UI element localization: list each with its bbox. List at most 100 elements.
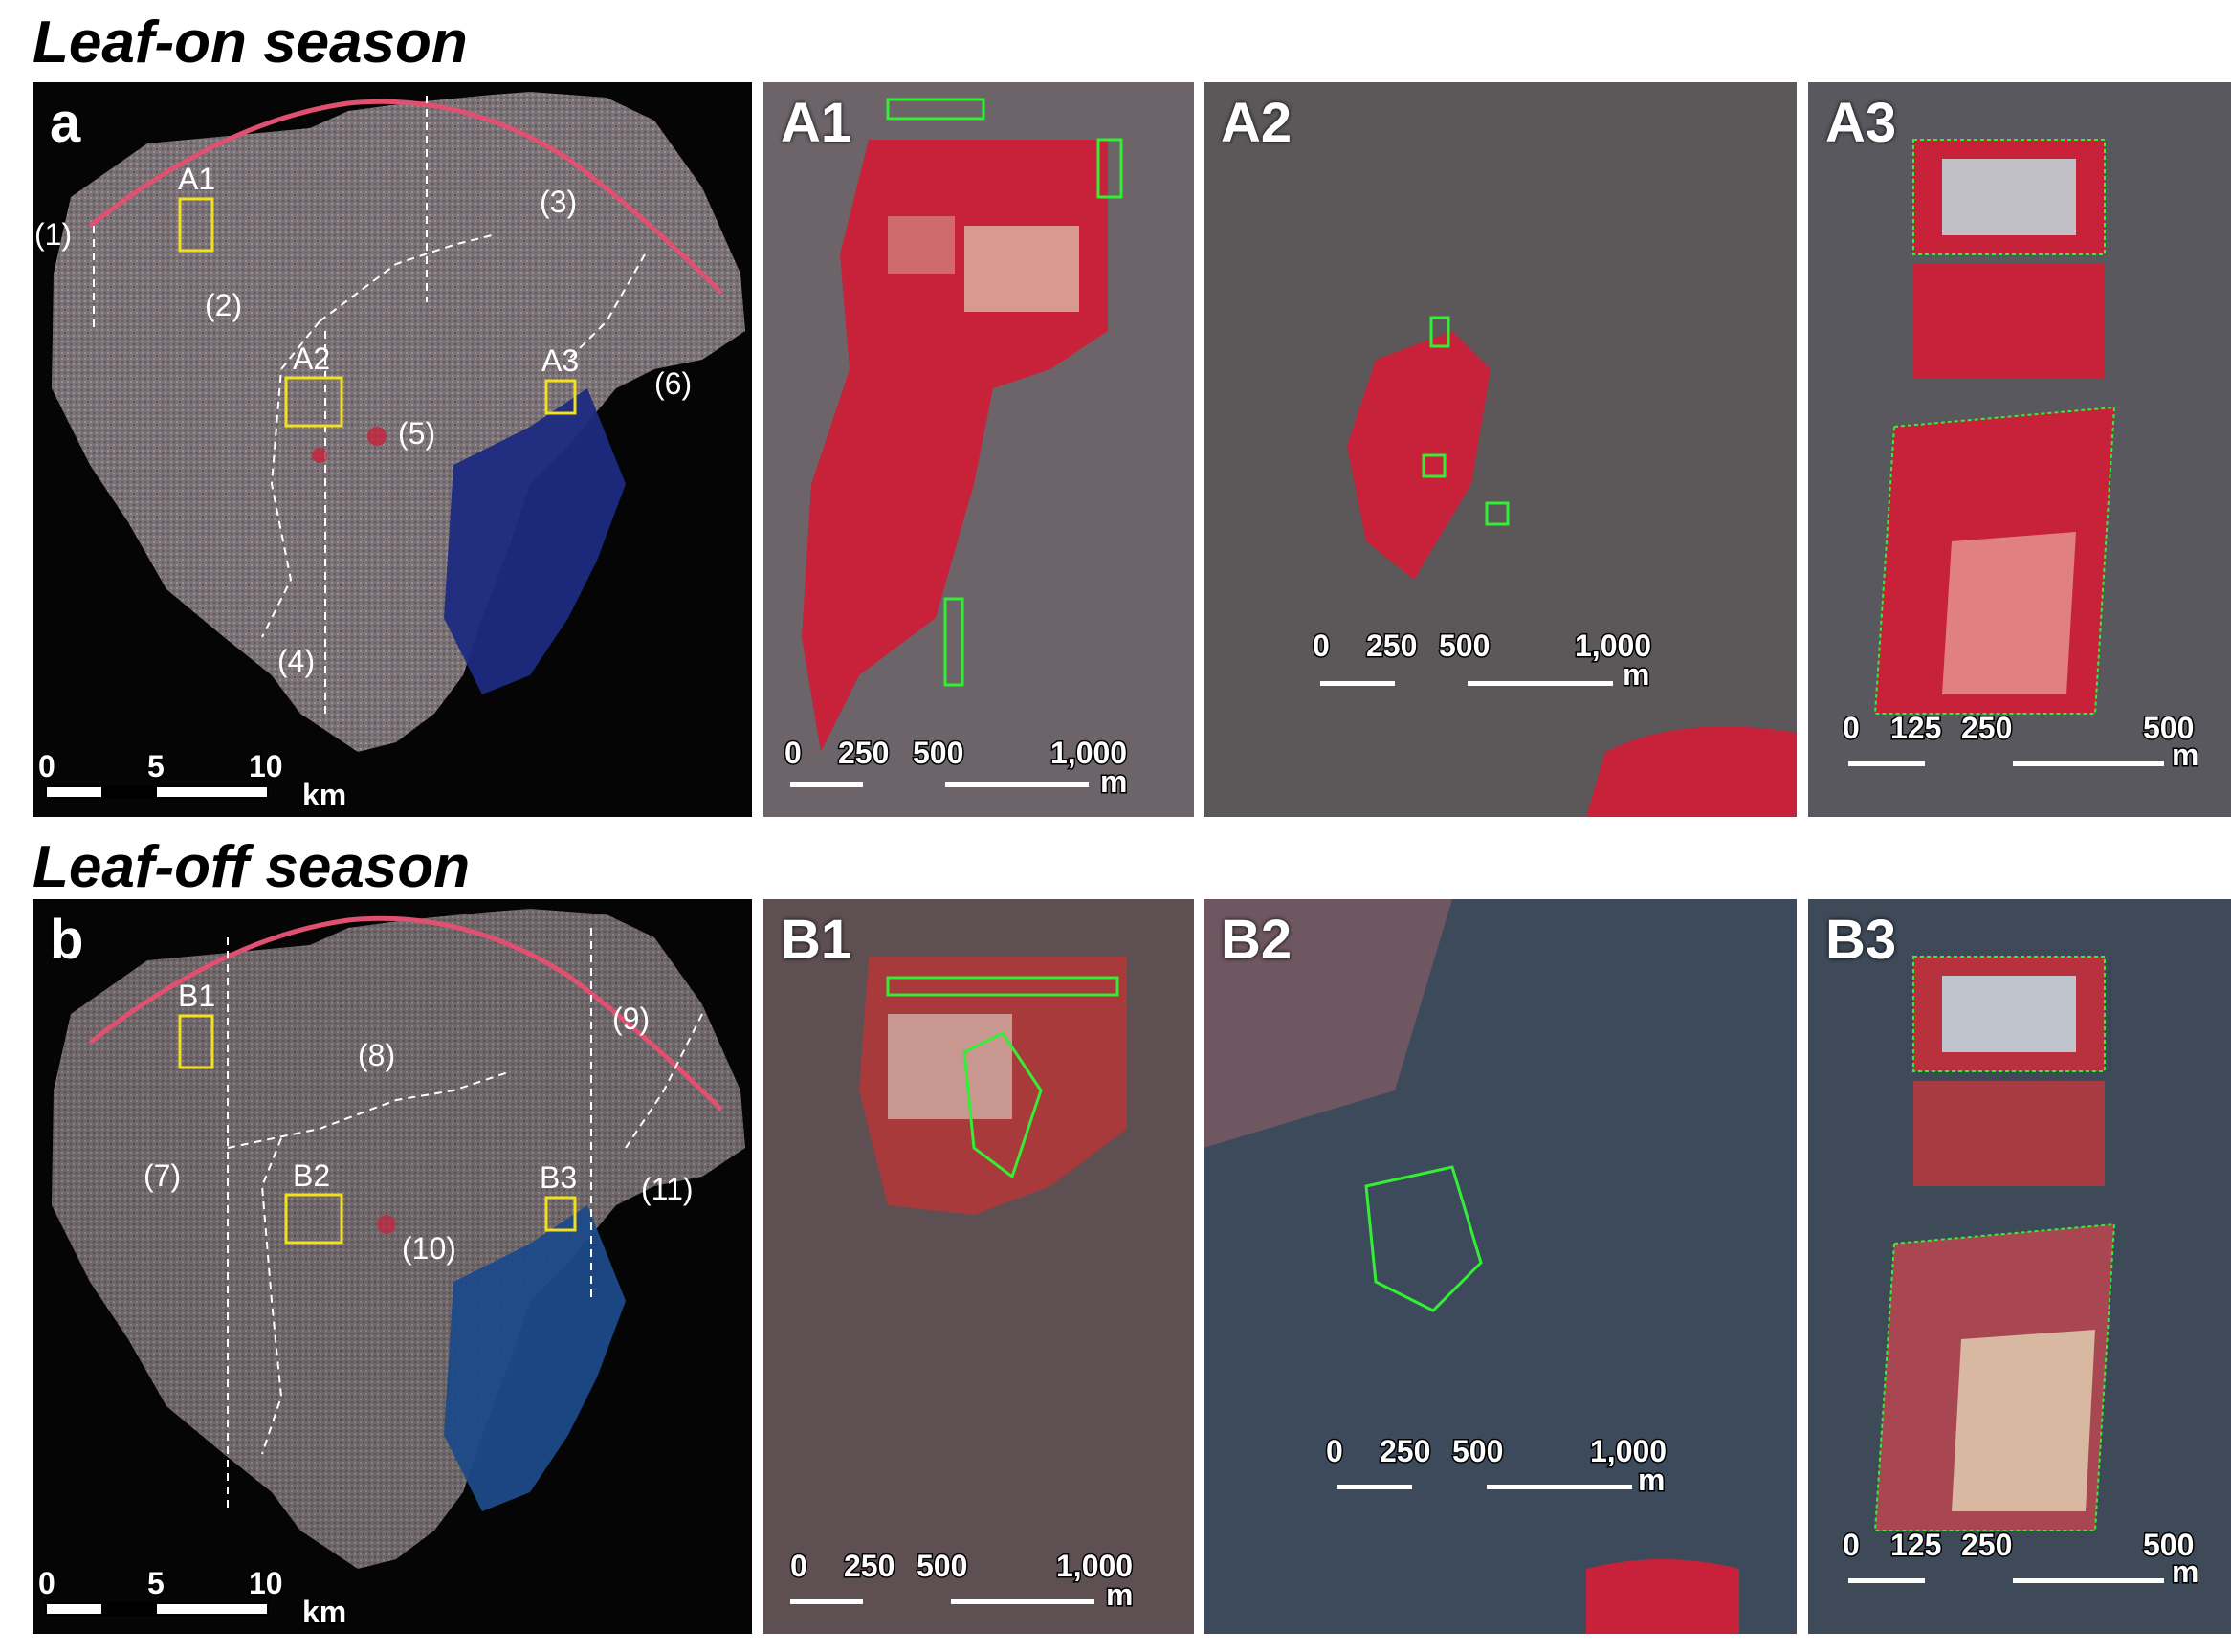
scale-tick-label: 0 [784,736,802,770]
panel-label-a1: A1 [781,92,852,154]
highlight-box-a2 [284,376,343,428]
detail-panel-a3: 0 125 250 500 m A3 [1808,82,2231,817]
scale-tick-label: 0 [1843,1528,1860,1562]
scale-tick-label: 0 [1313,628,1330,663]
box-label-a2: A2 [293,341,330,376]
scale-tick-label: 1,000 [1590,1434,1667,1468]
map-a-image: A1 A2 A3 (1) (2) (3) (4) (5) (6) 0 5 10 … [34,92,745,814]
leaf-off-title: Leaf-off season [33,834,471,900]
scale-bar [1337,1485,1412,1489]
scale-unit: km [302,778,346,812]
open-ground [1942,532,2076,694]
highlight-box-b3 [544,1196,577,1232]
region-label: (9) [612,1002,650,1036]
scale-tick-label: 125 [1890,1528,1941,1562]
land-area [52,909,745,1569]
district-boundary [261,320,320,638]
panel-label-b: b [50,909,84,971]
scale-tick-label: 500 [2143,1528,2194,1562]
scale-tick-label: 10 [249,749,283,783]
map-panel-b: B1 B2 B3 (7) (8) (9) (10) (11) 0 5 10 km… [33,899,752,1634]
panel-label-a3: A3 [1825,92,1897,154]
map-panel-a: A1 A2 A3 (1) (2) (3) (4) (5) (6) 0 5 10 … [33,82,752,817]
region-label: (5) [398,416,435,451]
vegetation-area [1347,331,1491,580]
scale-unit: m [2172,1554,2198,1589]
tree-outline [1096,138,1123,199]
detail-panel-b3: 0 125 250 500 m B3 [1808,899,2231,1634]
scale-tick-label: 0 [38,749,55,783]
scale-tick-label: 250 [838,736,889,770]
district-boundary [227,1070,512,1149]
scale-tick-label: 500 [2143,711,2194,745]
scale-tick-label: 250 [844,1549,895,1583]
tree-outline [886,98,985,121]
vegetation-area [1586,726,1797,817]
highlight-box-a3 [544,379,577,415]
detail-a1-image: 0 250 500 1,000 m [763,82,1194,817]
scale-bar [790,1599,863,1604]
panel-label-b3: B3 [1825,909,1897,971]
scale-bar [945,782,1089,787]
scale-tick-label: 5 [147,1566,165,1600]
river [88,99,723,295]
scale-unit: m [1638,1463,1665,1497]
tree-outline [1429,316,1450,348]
region-label: (6) [654,366,692,401]
scale-tick-label: 10 [249,1566,283,1600]
tree-outline [1422,453,1447,478]
scale-bar-segment [101,786,157,798]
vegetation-patch [367,427,387,446]
scale-tick-label: 1,000 [1050,736,1127,770]
scale-bar [951,1599,1094,1604]
scale-bar [1848,1578,1925,1583]
bay-water [444,1205,626,1511]
scale-tick-label: 0 [1326,1434,1343,1468]
region-label: (7) [144,1158,181,1193]
scale-unit: m [1100,764,1127,799]
district-boundary [319,234,493,322]
scale-tick-label: 0 [1843,711,1860,745]
district-boundary [625,1013,703,1149]
panel-label-b2: B2 [1221,909,1292,971]
scale-bar [1468,681,1613,686]
scale-tick-label: 250 [1366,628,1417,663]
scale-unit: m [2172,738,2198,772]
scale-tick-label: 0 [38,1566,55,1600]
plaza [1942,159,2076,235]
box-label-b2: B2 [293,1158,330,1193]
detail-a3-image: 0 125 250 500 m [1808,82,2231,817]
plaza [1942,976,2076,1052]
scale-tick-label: 250 [1961,1528,2012,1562]
detail-panel-a2: 0 250 500 1,000 m A2 [1204,82,1797,817]
panel-label-a2: A2 [1221,92,1292,154]
scale-tick-label: 250 [1961,711,2012,745]
panel-label-b1: B1 [781,909,852,971]
region-label: (8) [358,1038,395,1072]
detail-panel-b2: 0 250 500 1,000 m B2 [1204,899,1797,1634]
tree-outline [943,597,964,687]
box-label-b1: B1 [178,979,215,1013]
region-label: (10) [402,1231,456,1266]
highlight-box-b2 [284,1193,343,1245]
scale-tick-label: 500 [917,1549,967,1583]
scale-bar-segment [101,1603,157,1615]
scale-tick-label: 250 [1380,1434,1430,1468]
urban-area [1204,899,1452,1148]
scale-unit: m [1623,657,1649,692]
scale-tick-label: 500 [1439,628,1490,663]
vegetation-patch [377,1215,396,1234]
tree-outline [1364,1165,1483,1312]
highlight-box-a1 [178,197,214,253]
open-ground [888,1014,1012,1119]
leaf-on-title: Leaf-on season [33,10,468,76]
river [88,915,723,1112]
tree-outline [1912,956,2106,1072]
detail-a2-image: 0 250 500 1,000 m [1204,82,1797,817]
detail-panel-b1: 0 250 500 1,000 m B1 [763,899,1194,1634]
land-area [52,92,745,752]
detail-b2-image: 0 250 500 1,000 m [1204,899,1797,1634]
scale-bar [1487,1485,1632,1489]
region-label: (3) [540,185,577,219]
detail-b1-image: 0 250 500 1,000 m [763,899,1194,1634]
